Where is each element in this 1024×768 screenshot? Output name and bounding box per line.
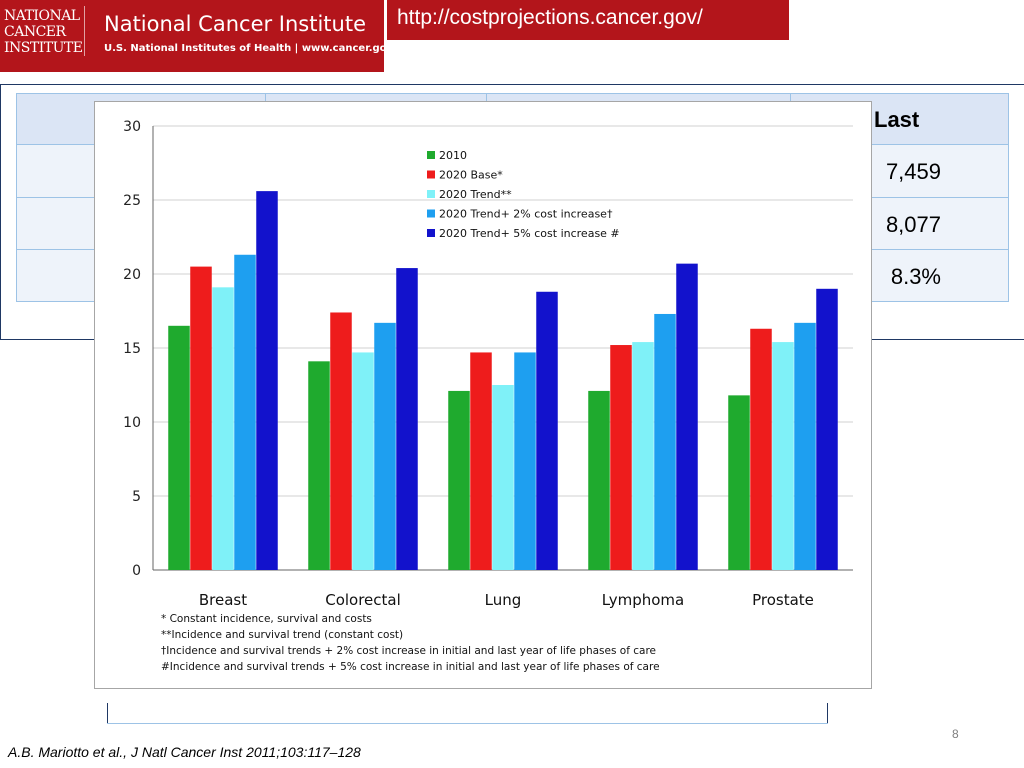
bar-prostate-series-4 bbox=[816, 288, 838, 570]
logo-line-2: CANCER bbox=[4, 24, 66, 40]
bar-colorectal-series-2 bbox=[352, 352, 374, 570]
top-rule bbox=[0, 84, 1024, 85]
bar-breast-series-1 bbox=[190, 266, 212, 570]
legend-swatch bbox=[427, 151, 435, 159]
bottom-left-bracket bbox=[107, 703, 108, 723]
bar-colorectal-series-0 bbox=[308, 361, 330, 570]
right-lower-rule bbox=[872, 339, 1024, 340]
url-box: http://costprojections.cancer.gov/ bbox=[387, 0, 789, 40]
bar-lung-series-3 bbox=[514, 352, 536, 570]
legend-entry: 2020 Base* bbox=[439, 169, 503, 182]
x-category-label: Colorectal bbox=[325, 591, 401, 609]
table-cell: 7,459 bbox=[885, 159, 941, 184]
x-category-label: Breast bbox=[199, 591, 247, 609]
footnote: **Incidence and survival trend (constant… bbox=[161, 629, 403, 641]
citation: A.B. Mariotto et al., J Natl Cancer Inst… bbox=[8, 744, 361, 760]
y-tick-label: 10 bbox=[123, 415, 141, 431]
x-category-label: Lung bbox=[485, 591, 522, 609]
left-vertical-rule bbox=[0, 85, 1, 340]
legend-entry: 2020 Trend+ 5% cost increase # bbox=[439, 227, 620, 240]
bar-breast-series-3 bbox=[234, 254, 256, 570]
footnote: †Incidence and survival trends + 2% cost… bbox=[161, 645, 656, 657]
bar-lymphoma-series-0 bbox=[588, 390, 610, 570]
bar-prostate-series-2 bbox=[772, 342, 794, 570]
nci-title: National Cancer Institute bbox=[104, 12, 367, 36]
y-tick-label: 5 bbox=[132, 489, 141, 505]
bar-colorectal-series-4 bbox=[396, 268, 418, 570]
table-cell: 8,077 bbox=[885, 212, 941, 237]
bar-colorectal-series-3 bbox=[374, 322, 396, 570]
legend-entry: 2020 Trend** bbox=[439, 188, 512, 201]
bar-chart: 0 5 10 15 20 25 30 Breast Colorectal Lung Lymphoma… bbox=[123, 119, 853, 673]
footnote: #Incidence and survival trends + 5% cost… bbox=[161, 661, 660, 673]
table-header-last: Last bbox=[874, 107, 920, 132]
bar-breast-series-0 bbox=[168, 325, 190, 570]
x-category-label: Lymphoma bbox=[602, 591, 684, 609]
bottom-right-bracket bbox=[827, 703, 828, 723]
y-tick-label: 25 bbox=[123, 193, 141, 209]
nci-banner: NATIONAL CANCER INSTITUTE National Cance… bbox=[0, 0, 393, 72]
bar-lymphoma-series-4 bbox=[676, 263, 698, 570]
y-tick-label: 0 bbox=[132, 563, 141, 579]
bar-lung-series-1 bbox=[470, 352, 492, 570]
chart-frame: 0 5 10 15 20 25 30 Breast Colorectal Lung Lymphoma… bbox=[94, 101, 872, 689]
legend-swatch bbox=[427, 229, 435, 237]
bar-prostate-series-3 bbox=[794, 322, 816, 570]
bar-lymphoma-series-2 bbox=[632, 342, 654, 570]
bar-lymphoma-series-1 bbox=[610, 345, 632, 570]
bar-breast-series-4 bbox=[256, 191, 278, 570]
y-tick-label: 30 bbox=[123, 119, 141, 135]
footnote: * Constant incidence, survival and costs bbox=[161, 613, 372, 625]
x-category-label: Prostate bbox=[752, 591, 814, 609]
legend-swatch bbox=[427, 209, 435, 218]
logo-line-1: NATIONAL bbox=[4, 8, 80, 24]
logo-line-3: INSTITUTE bbox=[4, 40, 83, 56]
legend-swatch bbox=[427, 190, 435, 198]
bar-lymphoma-series-3 bbox=[654, 313, 676, 570]
legend-entry: 2020 Trend+ 2% cost increase† bbox=[439, 208, 613, 221]
table-cell: 8.3% bbox=[890, 264, 941, 289]
legend-swatch bbox=[427, 170, 435, 179]
y-tick-label: 20 bbox=[123, 267, 141, 283]
nci-logo: NATIONAL CANCER INSTITUTE bbox=[4, 6, 85, 56]
bar-lung-series-2 bbox=[492, 385, 514, 570]
page-number: 8 bbox=[952, 727, 959, 741]
left-lower-rule bbox=[0, 339, 96, 340]
y-tick-label: 15 bbox=[123, 341, 141, 357]
bar-prostate-series-1 bbox=[750, 328, 772, 570]
bottom-rule bbox=[107, 723, 828, 724]
bar-prostate-series-0 bbox=[728, 395, 750, 570]
legend-entry: 2010 bbox=[439, 149, 467, 162]
bar-breast-series-2 bbox=[212, 287, 234, 570]
bar-colorectal-series-1 bbox=[330, 312, 352, 570]
nci-subtitle: U.S. National Institutes of Health | www… bbox=[104, 43, 394, 54]
bar-lung-series-0 bbox=[448, 390, 470, 570]
cost-projections-link[interactable]: http://costprojections.cancer.gov/ bbox=[397, 6, 703, 29]
bar-lung-series-4 bbox=[536, 291, 558, 570]
